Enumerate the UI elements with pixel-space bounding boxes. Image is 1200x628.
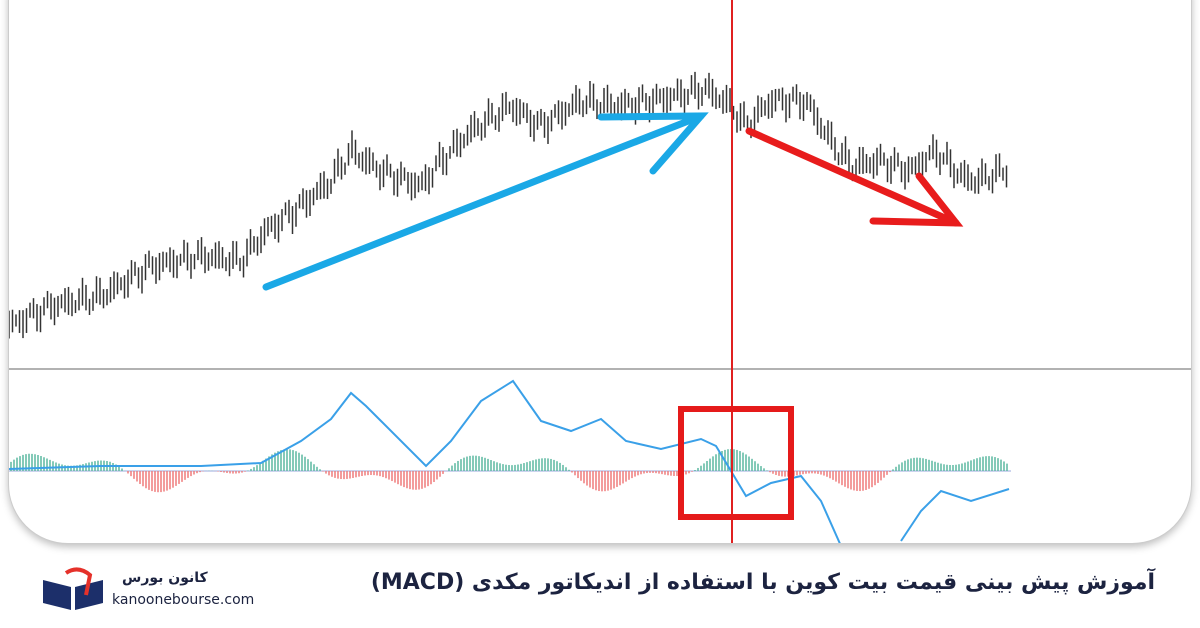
caption: آموزش پیش بینی قیمت بیت کوین با استفاده … xyxy=(370,570,1155,595)
brand-name: کانون بورس xyxy=(122,570,208,586)
highlight-box xyxy=(678,406,794,520)
up-arrow xyxy=(262,112,709,291)
chart-card xyxy=(8,0,1192,544)
down-arrow xyxy=(745,127,964,227)
chart-image xyxy=(9,0,1191,543)
macd-line xyxy=(9,379,841,543)
price-bars xyxy=(9,71,1008,339)
brand-site: kanoonebourse.com xyxy=(112,592,255,608)
macd-line xyxy=(900,488,1010,542)
logo-icon xyxy=(43,567,103,610)
